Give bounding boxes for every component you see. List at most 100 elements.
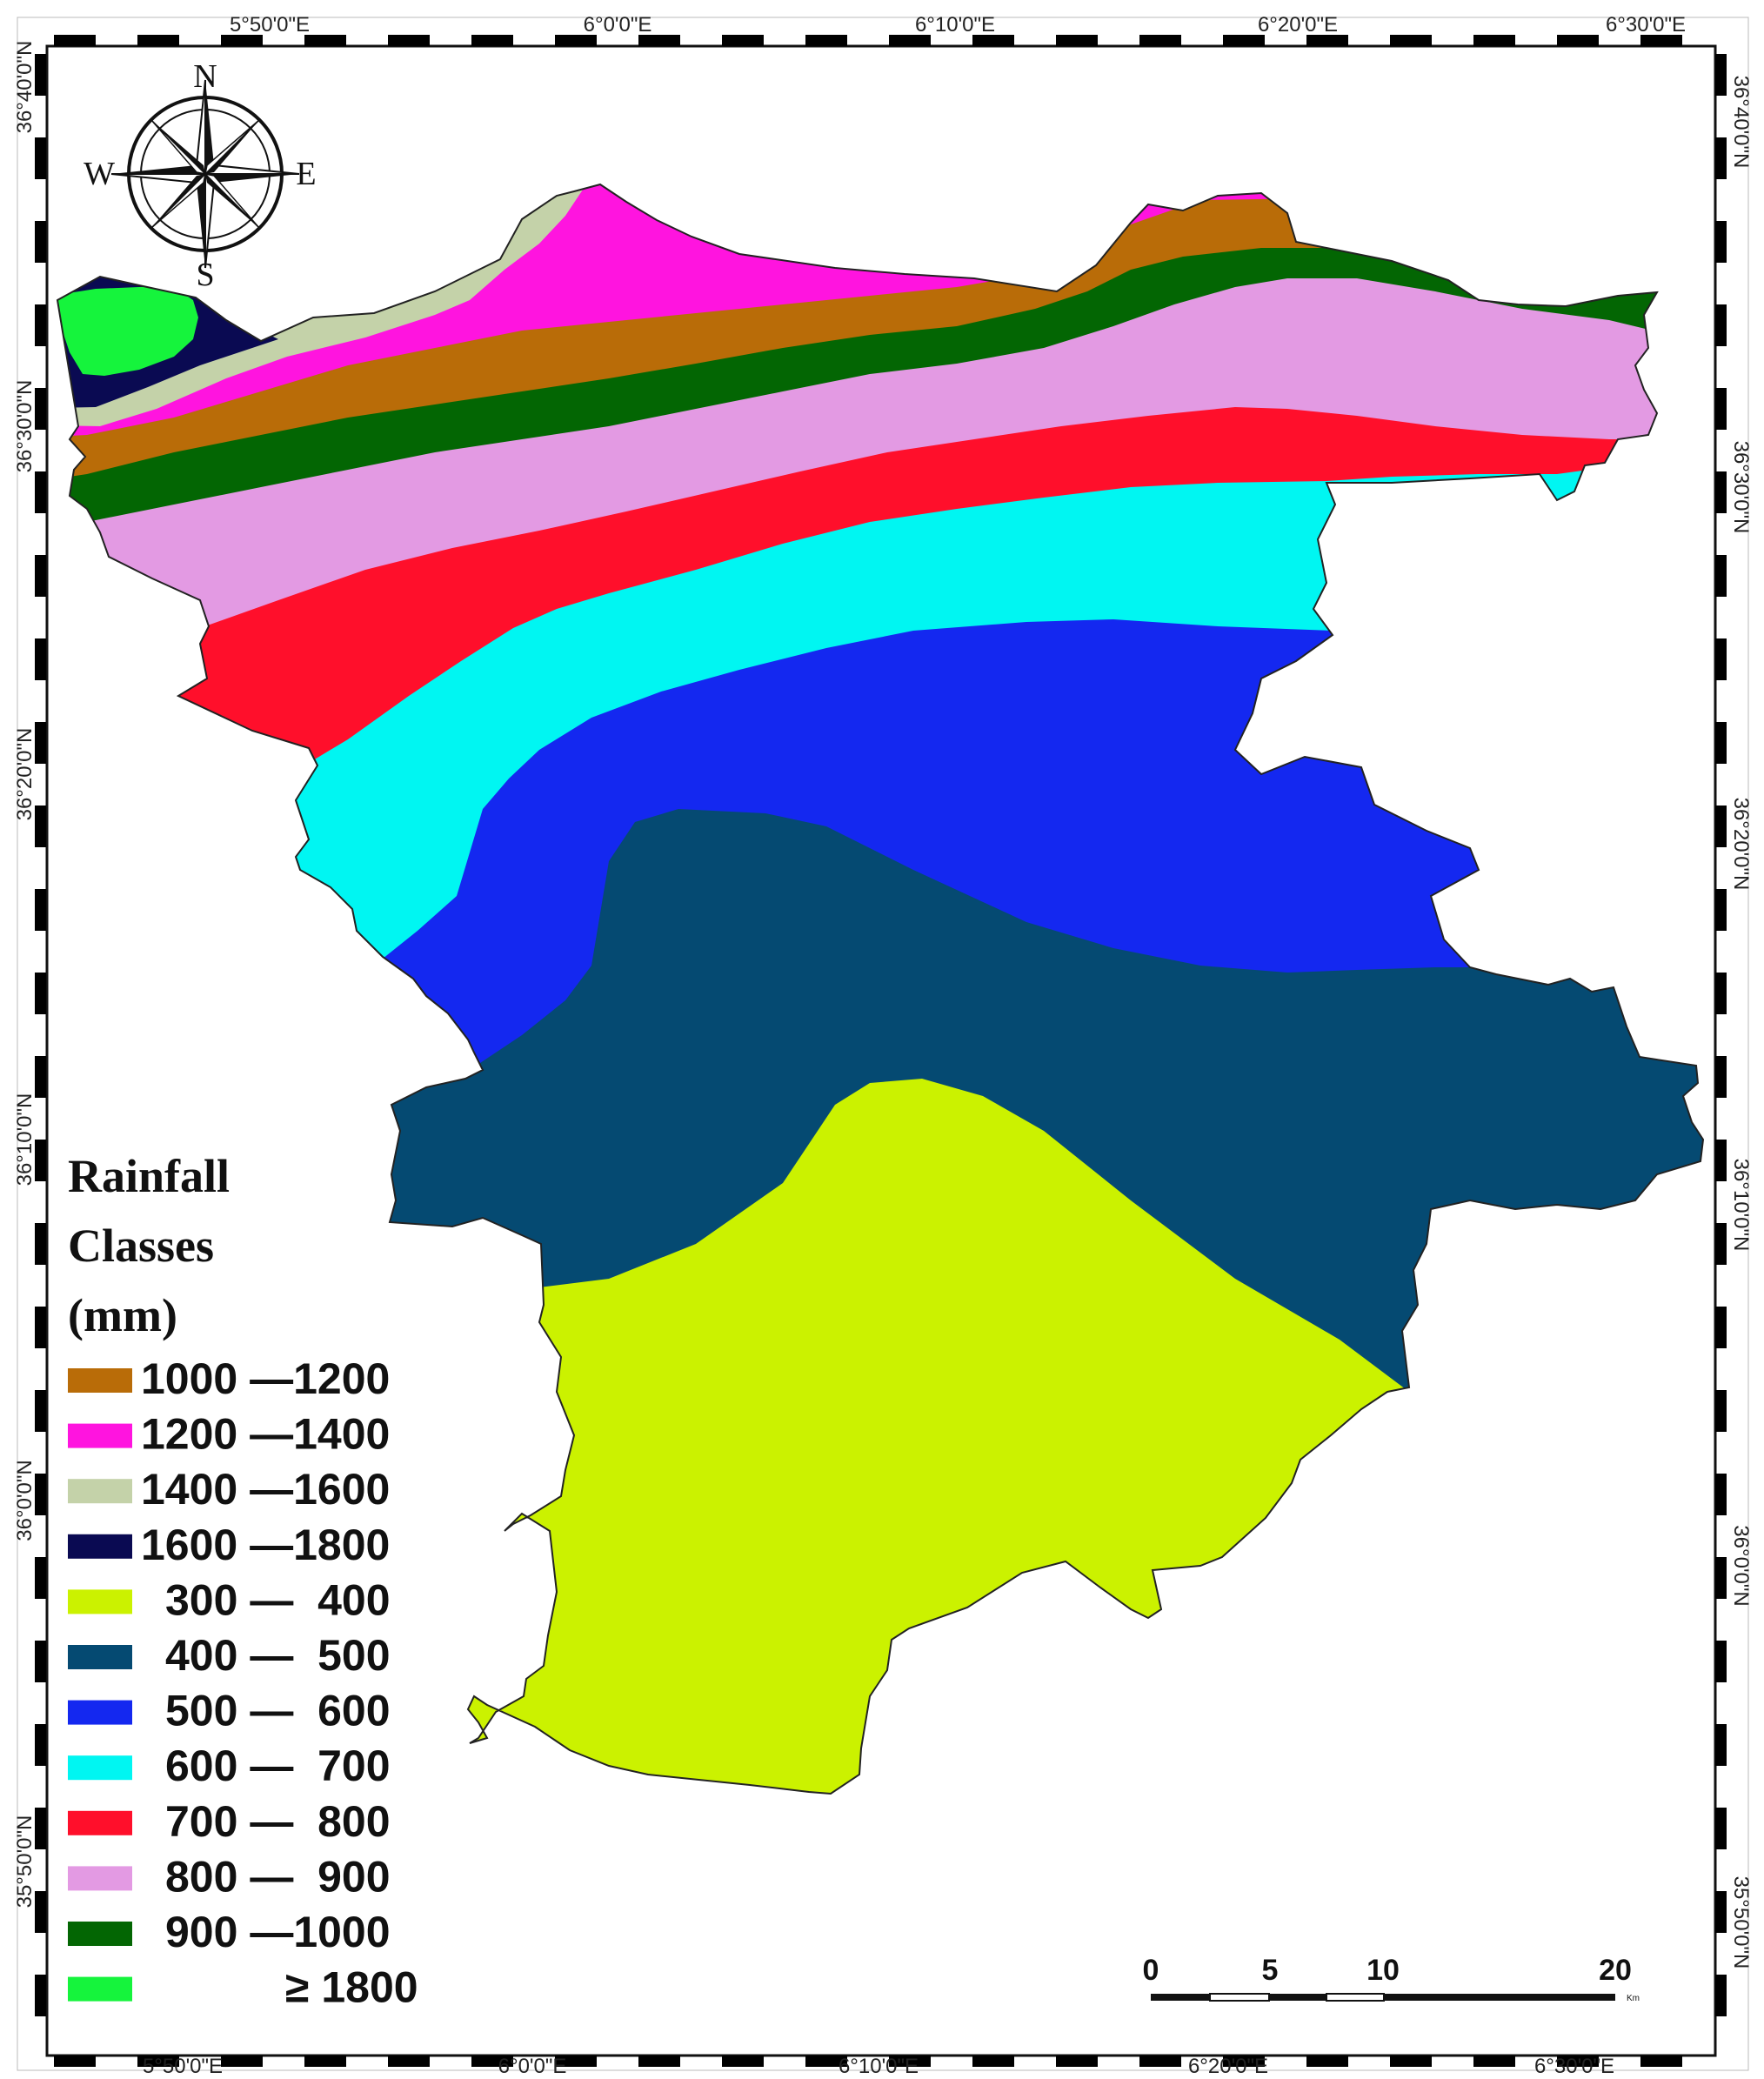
legend-swatch (68, 1368, 132, 1393)
scale-tick-10: 10 (1366, 1954, 1400, 1987)
frame-dash (35, 722, 46, 764)
frame-dash (35, 1390, 46, 1432)
frame-dash (388, 2056, 430, 2067)
frame-dash (35, 555, 46, 597)
legend-items: 1000 —1200 1200 —1400 1400 —1600 1600 —1800… (68, 1354, 418, 2012)
frame-dash (35, 471, 46, 513)
legend-title-line-2: Classes (68, 1220, 214, 1272)
frame-dash (889, 2056, 931, 2067)
frame-dash (1715, 555, 1727, 597)
frame-dash (1306, 2056, 1348, 2067)
frame-dash (1715, 137, 1727, 179)
frame-dash (54, 2056, 96, 2067)
frame-dash (35, 304, 46, 346)
legend-swatch (68, 1423, 132, 1448)
frame-dash (35, 973, 46, 1014)
legend-label: 800 — 900 (165, 1852, 391, 1901)
legend-label: 1200 —1400 (141, 1410, 390, 1459)
right-latitude-labels: 36°40'0"N 36°30'0"N 36°20'0"N 36°10'0"N … (1729, 76, 1753, 1969)
left-latitude-labels: 36°40'0"N 36°30'0"N 36°20'0"N 36°10'0"N … (13, 41, 37, 1909)
legend-label: 500 — 600 (165, 1687, 391, 1735)
legend-label: 1400 —1600 (141, 1465, 390, 1514)
lat-label-left-3: 36°20'0"N (13, 728, 37, 821)
frame-dash (35, 1307, 46, 1348)
frame-dash (1715, 54, 1727, 96)
frame-dash (35, 1724, 46, 1766)
frame-dash (1640, 35, 1682, 46)
frame-dash (304, 35, 346, 46)
frame-dash (137, 35, 179, 46)
frame-dash (35, 1056, 46, 1098)
compass-east: E (296, 156, 316, 192)
legend-swatch (68, 1976, 132, 2002)
frame-dash (1715, 1808, 1727, 1849)
frame-dash (221, 35, 263, 46)
top-longitude-labels: 5°50'0"E 6°0'0"E 6°10'0"E 6°20'0"E 6°30'… (230, 13, 1686, 37)
frame-dash (1715, 1724, 1727, 1766)
legend: Rainfall Classes (mm) 1000 —1200 1200 —14… (68, 1150, 418, 2012)
frame-dash (1715, 1140, 1727, 1181)
frame-dash (35, 221, 46, 263)
lat-label-left-2: 36°30'0"N (13, 380, 37, 473)
frame-dash (722, 35, 764, 46)
frame-dash (1715, 1891, 1727, 1933)
frame-dash (304, 2056, 346, 2067)
frame-dash (1715, 1390, 1727, 1432)
frame-dash (54, 35, 96, 46)
lon-label-top-1: 5°50'0"E (230, 13, 310, 37)
frame-dash (35, 806, 46, 847)
frame-dash (1715, 973, 1727, 1014)
legend-swatch (68, 1922, 132, 1946)
frame-dash (972, 2056, 1014, 2067)
frame-dash (1715, 1307, 1727, 1348)
frame-dash (35, 1223, 46, 1265)
frame-dash (555, 2056, 597, 2067)
lon-label-top-2: 6°0'0"E (584, 13, 652, 37)
lat-label-left-5: 36°0'0"N (13, 1460, 37, 1541)
frame-dash (1715, 806, 1727, 847)
frame-dash (1715, 388, 1727, 430)
compass-north: N (193, 58, 217, 95)
legend-swatch (68, 1479, 132, 1504)
lon-label-top-5: 6°30'0"E (1606, 13, 1686, 37)
frame-dash (471, 35, 513, 46)
frame-dash (35, 1891, 46, 1933)
frame-dash (972, 35, 1014, 46)
frame-dash (1715, 471, 1727, 513)
bottom-longitude-labels: 5°50'0"E 6°0'0"E 6°10'0"E 6°20'0"E 6°30'… (143, 2055, 1614, 2078)
compass-rose: N S E W (84, 58, 317, 293)
scale-seg-2 (1209, 1993, 1270, 2002)
lon-label-top-4: 6°20'0"E (1258, 13, 1338, 37)
frame-outer (17, 17, 1749, 2071)
frame-dash (889, 35, 931, 46)
legend-title-line-1: Rainfall (68, 1150, 230, 1202)
legend-title-line-3: (mm) (68, 1289, 177, 1341)
legend-label: ≥ 1800 (285, 1963, 418, 2012)
legend-swatch (68, 1810, 132, 1835)
frame-dash (1056, 2056, 1098, 2067)
zone-1800-plus (57, 287, 198, 376)
compass-west: W (84, 156, 115, 192)
legend-swatch (68, 1755, 132, 1781)
frame-dash (35, 1641, 46, 1682)
legend-label: 400 — 500 (165, 1631, 391, 1680)
lon-label-bottom-3: 6°10'0"E (839, 2055, 919, 2078)
lon-label-bottom-1: 5°50'0"E (143, 2055, 223, 2078)
lat-label-right-3: 36°20'0"N (1729, 798, 1753, 891)
frame-dash (555, 35, 597, 46)
frame-dash (1390, 2056, 1432, 2067)
frame-dash (1715, 1641, 1727, 1682)
scale-tick-0: 0 (1143, 1954, 1159, 1987)
frame-dash (137, 2056, 179, 2067)
scale-seg-1 (1151, 1994, 1210, 2001)
map-frame (45, 44, 1717, 2057)
frame-dashes (35, 35, 1727, 2067)
legend-swatch (68, 1589, 132, 1614)
frame-dash (35, 889, 46, 931)
frame-dash (1557, 35, 1599, 46)
lat-label-left-4: 36°10'0"N (13, 1093, 37, 1187)
legend-swatch (68, 1645, 132, 1669)
lat-label-right-4: 36°10'0"N (1729, 1159, 1753, 1252)
frame-dash (471, 2056, 513, 2067)
frame-dash (1715, 1056, 1727, 1098)
